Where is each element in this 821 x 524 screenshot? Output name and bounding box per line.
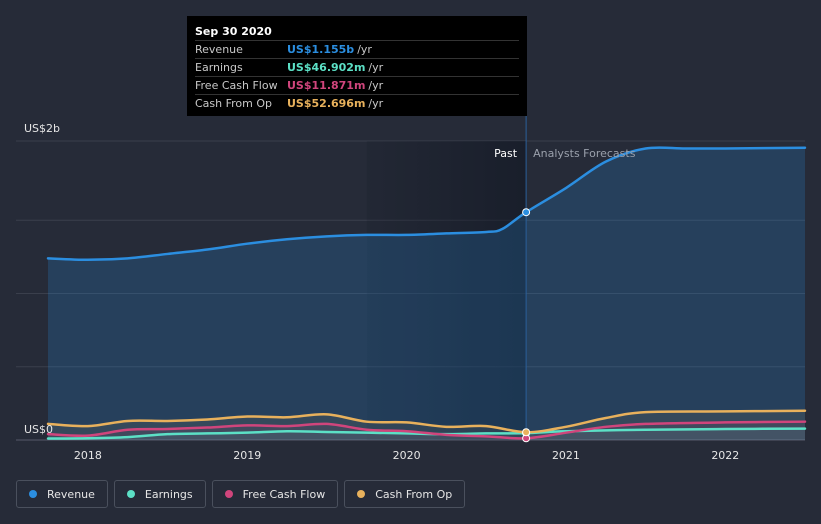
tooltip-label: Free Cash Flow: [195, 79, 278, 92]
legend-label: Earnings: [144, 487, 193, 501]
tooltip-value: US$1.155b: [287, 43, 355, 56]
past-label: Past: [494, 147, 518, 160]
tooltip-unit: /yr: [368, 79, 384, 92]
tooltip-date: Sep 30 2020: [195, 25, 272, 38]
tooltip-unit: /yr: [357, 43, 372, 56]
x-tick-label: 2019: [233, 449, 261, 462]
revenue-dot-icon: [29, 490, 37, 498]
x-tick-label: 2021: [552, 449, 580, 462]
tooltip-value: US$52.696m: [287, 97, 366, 110]
y-axis-top-label: US$2b: [24, 122, 60, 135]
revenue-marker: [522, 208, 531, 217]
tooltip-label: Cash From Op: [195, 97, 273, 110]
earnings-line: [46, 427, 807, 440]
tooltip: Sep 30 2020 Revenue US$1.155b /yr Earnin…: [187, 16, 527, 116]
legend-item-revenue[interactable]: Revenue: [16, 480, 108, 508]
cash-from-op-marker: [522, 428, 531, 437]
legend-label: Free Cash Flow: [242, 487, 326, 501]
legend-label: Cash From Op: [375, 487, 453, 501]
tooltip-value: US$11.871m: [287, 79, 366, 92]
legend-item-earnings[interactable]: Earnings: [113, 480, 206, 508]
x-axis-ticks: 2018 2019 2020 2021 2022: [74, 449, 739, 462]
free-cash-flow-dot-icon: [224, 490, 233, 498]
legend: Revenue Earnings Free Cash Flow Cash Fro…: [16, 480, 466, 508]
legend-item-cash-from-op[interactable]: Cash From Op: [344, 480, 466, 508]
chart-area: US$2b US$0 Past Analysts Forecasts 2018 2…: [16, 101, 807, 462]
forecast-label: Analysts Forecasts: [533, 147, 636, 160]
tooltip-row-cash-from-op: Cash From Op US$52.696m /yr: [195, 94, 519, 112]
tooltip-label: Revenue: [195, 43, 243, 56]
legend-item-free-cash-flow[interactable]: Free Cash Flow: [211, 480, 339, 508]
tooltip-row-free-cash-flow: Free Cash Flow US$11.871m /yr: [195, 76, 519, 94]
y-axis-bottom-label: US$0: [24, 423, 53, 436]
revenue-area: [48, 147, 805, 440]
revenue-line: [46, 146, 807, 262]
tooltip-row-revenue: Revenue US$1.155b /yr: [195, 40, 519, 58]
past-highlight-band: [366, 141, 527, 440]
legend-label: Revenue: [47, 487, 95, 501]
cash-from-op-dot-icon: [357, 490, 366, 498]
tooltip-row-earnings: Earnings US$46.902m /yr: [195, 58, 519, 76]
x-tick-label: 2020: [393, 449, 421, 462]
tooltip-value: US$46.902m: [287, 61, 366, 74]
series-lines: [46, 146, 807, 440]
x-tick-label: 2018: [74, 449, 102, 462]
x-tick-label: 2022: [711, 449, 739, 462]
tooltip-unit: /yr: [368, 61, 384, 74]
tooltip-unit: /yr: [368, 97, 384, 110]
earnings-dot-icon: [126, 490, 135, 498]
tooltip-markers: [522, 208, 531, 443]
cash-from-op-line: [46, 409, 807, 434]
tooltip-label: Earnings: [195, 61, 243, 74]
free-cash-flow-line: [46, 420, 807, 440]
